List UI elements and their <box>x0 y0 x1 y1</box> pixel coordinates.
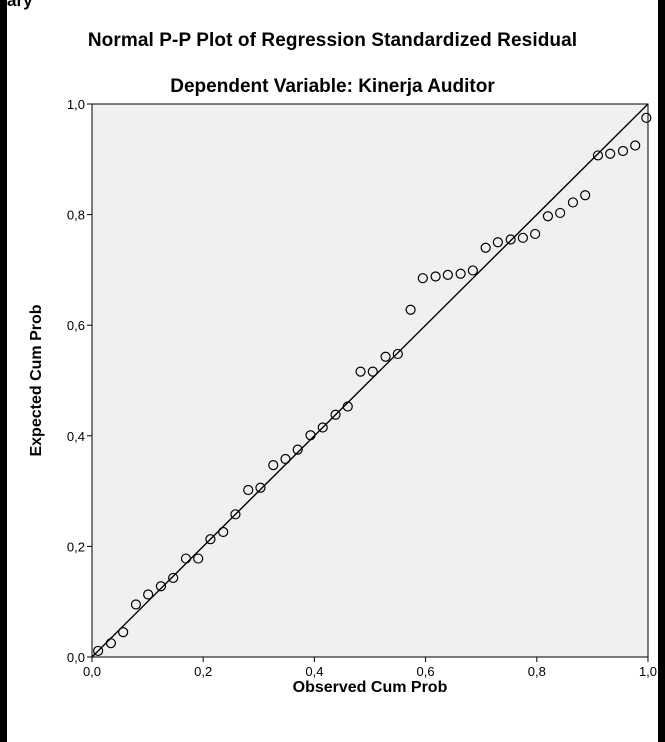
data-point <box>280 453 291 465</box>
data-point <box>342 401 353 412</box>
data-point <box>205 534 216 545</box>
data-point <box>517 232 529 243</box>
data-point <box>380 351 391 362</box>
data-point <box>330 409 341 420</box>
data-point <box>93 645 104 657</box>
data-point <box>230 509 241 520</box>
data-point <box>305 430 316 441</box>
data-point <box>317 422 328 433</box>
x-tick-label: 0,2 <box>194 664 212 679</box>
data-point <box>455 268 466 279</box>
data-point <box>555 207 566 219</box>
data-point <box>605 148 616 159</box>
data-point <box>180 553 192 564</box>
x-tick-label: 0,4 <box>305 664 323 679</box>
data-point <box>505 234 516 245</box>
data-point <box>467 265 478 276</box>
data-point <box>542 211 554 222</box>
data-point <box>530 228 541 240</box>
data-point <box>567 197 579 208</box>
data-point <box>155 581 167 592</box>
data-point <box>118 627 129 638</box>
cropped-caption: ary <box>7 0 33 10</box>
data-point <box>480 242 491 253</box>
data-point <box>143 589 154 600</box>
data-point <box>130 599 142 610</box>
y-tick-label: 0,4 <box>67 429 85 444</box>
y-tick-label: 1,0 <box>67 97 85 112</box>
data-point <box>392 348 403 360</box>
data-point <box>430 271 441 282</box>
x-tick-label: 0,6 <box>417 664 435 679</box>
y-tick-label: 0,8 <box>67 208 85 223</box>
data-point <box>580 190 591 201</box>
data-point <box>641 112 652 123</box>
data-point <box>592 150 604 161</box>
x-tick-label: 0,0 <box>83 664 101 679</box>
data-point <box>630 140 641 151</box>
x-tick-label: 0,8 <box>528 664 546 679</box>
chart-subtitle: Dependent Variable: Kinerja Auditor <box>170 76 495 97</box>
y-axis-title: Expected Cum Prob <box>28 304 45 456</box>
data-point <box>268 460 279 471</box>
data-point <box>193 553 204 564</box>
data-point <box>168 572 179 584</box>
data-point <box>417 273 428 284</box>
y-tick-label: 0,2 <box>67 539 85 554</box>
data-point <box>367 366 378 377</box>
chart-title: Normal P-P Plot of Regression Standardiz… <box>87 30 578 51</box>
data-point <box>405 304 416 315</box>
data-point <box>105 638 117 649</box>
y-tick-label: 0,6 <box>67 318 85 333</box>
data-point <box>355 366 366 377</box>
x-axis-title: Observed Cum Prob <box>293 679 448 696</box>
reference-line <box>91 103 649 658</box>
data-point <box>442 269 453 280</box>
data-point <box>255 482 266 493</box>
data-point <box>218 526 229 538</box>
y-tick-label: 0,0 <box>67 650 85 665</box>
data-point <box>243 484 254 496</box>
data-point <box>292 444 303 455</box>
x-tick-label: 1,0 <box>639 664 657 679</box>
data-point <box>492 237 503 248</box>
data-point <box>617 145 629 157</box>
